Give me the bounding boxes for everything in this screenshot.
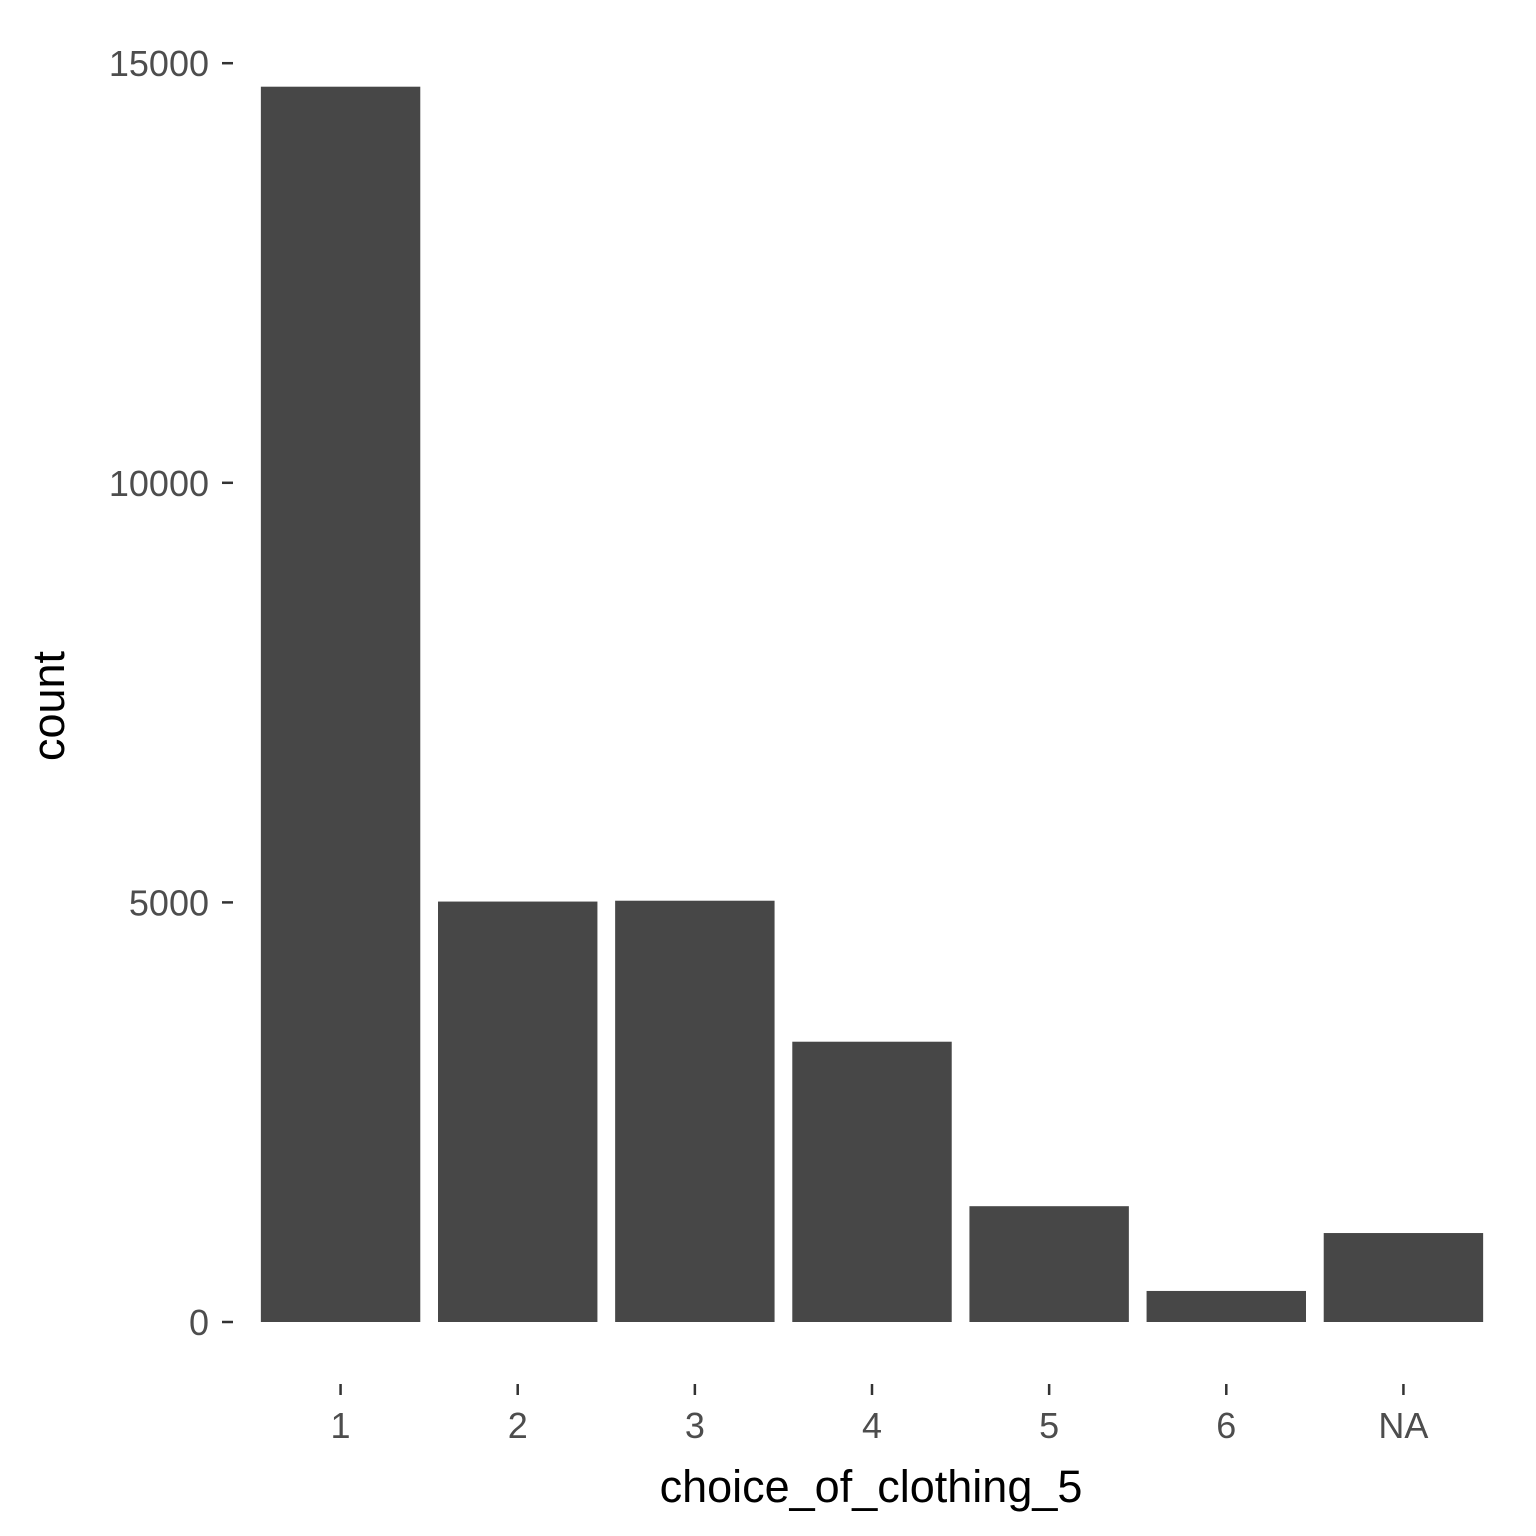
x-tick-label-6: 6 (1216, 1405, 1236, 1446)
x-axis-title: choice_of_clothing_5 (660, 1461, 1083, 1512)
y-tick-label-0: 0 (189, 1302, 209, 1343)
y-axis: 0 5000 10000 15000 (109, 43, 233, 1343)
y-axis-title: count (23, 650, 74, 761)
bar-3 (615, 900, 775, 1322)
bar-6 (1146, 1290, 1306, 1322)
bars-group (260, 86, 1484, 1323)
bar-NA (1323, 1233, 1484, 1322)
x-tick-label-1: 1 (331, 1405, 351, 1446)
x-tick-label-5: 5 (1039, 1405, 1059, 1446)
y-tick-label-10000: 10000 (109, 463, 209, 504)
x-tick-label-3: 3 (685, 1405, 705, 1446)
y-tick-label-5000: 5000 (129, 882, 209, 923)
x-tick-label-NA: NA (1378, 1405, 1428, 1446)
bar-4 (792, 1041, 952, 1322)
x-tick-label-2: 2 (508, 1405, 528, 1446)
x-tick-label-4: 4 (862, 1405, 882, 1446)
y-tick-label-15000: 15000 (109, 43, 209, 84)
bar-5 (969, 1206, 1129, 1322)
bar-1 (260, 86, 421, 1323)
bar-2 (438, 901, 598, 1322)
x-axis: 1 2 3 4 5 6 NA (331, 1384, 1428, 1446)
